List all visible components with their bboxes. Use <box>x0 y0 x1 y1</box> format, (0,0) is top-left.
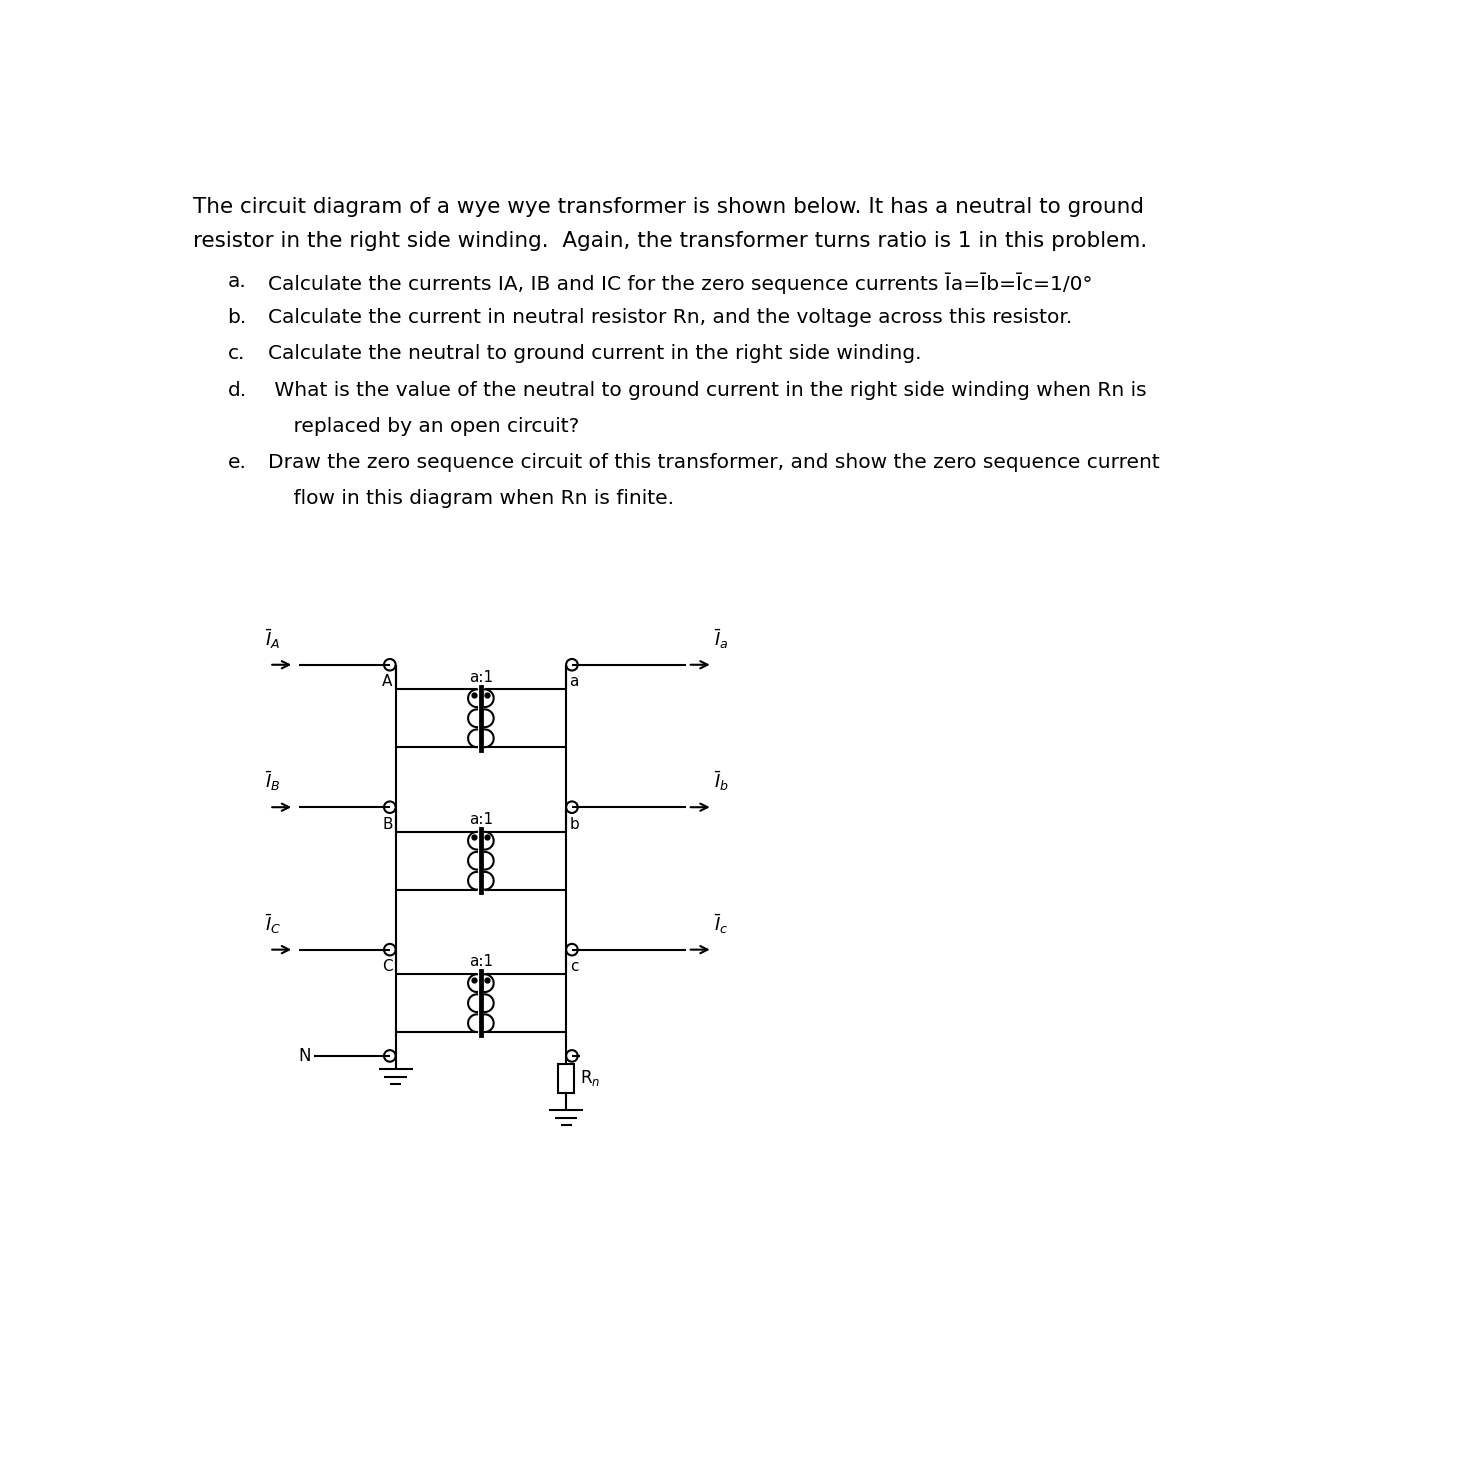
Text: $\bar{I}_{B}$: $\bar{I}_{B}$ <box>266 769 280 794</box>
Text: C: C <box>383 960 393 974</box>
Text: a.: a. <box>228 272 247 292</box>
Text: c: c <box>569 960 578 974</box>
Text: Calculate the neutral to ground current in the right side winding.: Calculate the neutral to ground current … <box>267 344 921 363</box>
Text: a:1: a:1 <box>469 955 493 970</box>
Text: Calculate the current in neutral resistor Rn, and the voltage across this resist: Calculate the current in neutral resisto… <box>267 308 1072 327</box>
Text: flow in this diagram when Rn is finite.: flow in this diagram when Rn is finite. <box>267 489 673 508</box>
Text: A: A <box>383 674 393 690</box>
Text: replaced by an open circuit?: replaced by an open circuit? <box>267 418 580 435</box>
Text: b.: b. <box>228 308 247 327</box>
Text: d.: d. <box>228 381 247 400</box>
Text: c.: c. <box>228 344 245 363</box>
Text: a: a <box>569 674 580 690</box>
Text: R$_n$: R$_n$ <box>580 1068 600 1088</box>
Text: resistor in the right side winding.  Again, the transformer turns ratio is 1 in : resistor in the right side winding. Agai… <box>193 231 1146 251</box>
Text: Draw the zero sequence circuit of this transformer, and show the zero sequence c: Draw the zero sequence circuit of this t… <box>267 453 1159 472</box>
Text: $\bar{I}_{c}$: $\bar{I}_{c}$ <box>714 913 729 936</box>
Text: b: b <box>569 817 580 832</box>
Text: $\bar{I}_{b}$: $\bar{I}_{b}$ <box>714 769 729 794</box>
Text: a:1: a:1 <box>469 670 493 684</box>
Text: N: N <box>298 1047 311 1065</box>
Text: Calculate the currents IA, IB and IC for the zero sequence currents Īa=Īb=Īc=1/0: Calculate the currents IA, IB and IC for… <box>267 272 1092 293</box>
Text: e.: e. <box>228 453 247 472</box>
Text: What is the value of the neutral to ground current in the right side winding whe: What is the value of the neutral to grou… <box>267 381 1146 400</box>
Text: $\bar{I}_{C}$: $\bar{I}_{C}$ <box>266 913 282 936</box>
Text: a:1: a:1 <box>469 812 493 828</box>
Text: The circuit diagram of a wye wye transformer is shown below. It has a neutral to: The circuit diagram of a wye wye transfo… <box>193 196 1143 217</box>
Text: B: B <box>383 817 393 832</box>
Text: $\bar{I}_{A}$: $\bar{I}_{A}$ <box>266 627 280 650</box>
Bar <box>558 1064 574 1093</box>
Text: $\bar{I}_{a}$: $\bar{I}_{a}$ <box>714 627 729 650</box>
